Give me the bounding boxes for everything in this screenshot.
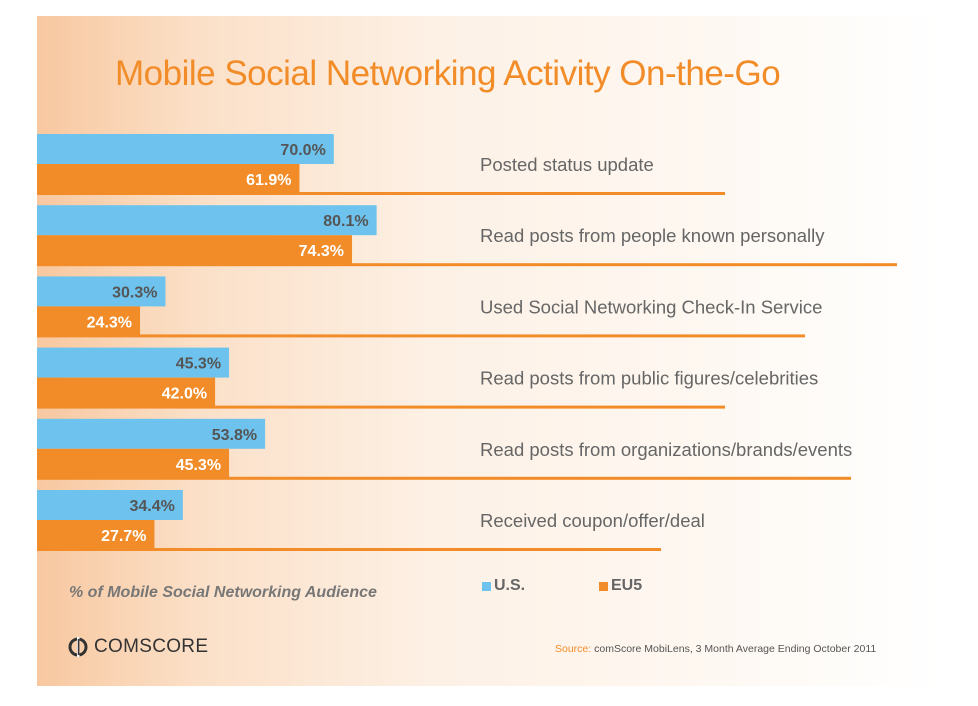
row-underline	[37, 405, 725, 409]
bar-us	[37, 418, 266, 449]
legend-swatch-us	[482, 581, 491, 591]
bar-eu5	[37, 306, 141, 337]
row-underline	[37, 334, 805, 338]
row-underline	[37, 263, 897, 267]
category-label: Read posts from public figures/celebriti…	[480, 368, 818, 389]
axis-note: % of Mobile Social Networking Audience	[69, 584, 377, 601]
data-label-us: 34.4%	[129, 498, 174, 515]
legend-item-eu5: EU5	[599, 577, 642, 595]
row-underline	[37, 548, 661, 551]
comscore-logo-icon	[68, 637, 88, 657]
comscore-logo-text: COMSCORE	[94, 636, 209, 657]
row-underline	[37, 476, 851, 480]
category-label: Read posts from organizations/brands/eve…	[480, 439, 852, 460]
bar-us	[37, 276, 166, 307]
comscore-logo: COMSCORE	[68, 636, 208, 658]
slide: Mobile Social Networking Activity On-the…	[37, 16, 941, 686]
legend-label-eu5: EU5	[611, 577, 643, 594]
source-text: comScore MobiLens, 3 Month Average Endin…	[594, 643, 877, 655]
row-underline	[37, 192, 725, 195]
source-prefix: Source:	[555, 643, 592, 655]
legend-item-us: U.S.	[482, 577, 525, 595]
data-label-eu5: 45.3%	[176, 457, 221, 474]
bar-eu5	[37, 448, 230, 479]
bar-us	[37, 205, 377, 236]
data-label-us: 45.3%	[176, 356, 221, 373]
chart-title: Mobile Social Networking Activity On-the…	[115, 54, 781, 93]
data-label-eu5: 61.9%	[246, 172, 291, 189]
source-note: Source: comScore MobiLens, 3 Month Avera…	[555, 643, 876, 655]
bar-eu5	[37, 235, 353, 266]
bar-eu5	[37, 377, 216, 408]
data-label-us: 70.0%	[280, 142, 325, 159]
data-label-eu5: 74.3%	[299, 243, 344, 260]
data-label-eu5: 42.0%	[162, 386, 207, 403]
data-label-us: 30.3%	[112, 284, 157, 301]
category-label: Read posts from people known personally	[480, 225, 825, 246]
data-label-eu5: 24.3%	[87, 314, 132, 331]
bar-us	[37, 134, 334, 164]
bar-chart: 70.0% 61.9% Posted status update 80.1% 74.3%…	[37, 134, 897, 551]
category-label: Received coupon/offer/deal	[480, 510, 705, 531]
data-label-us: 53.8%	[212, 427, 257, 444]
data-label-us: 80.1%	[323, 213, 368, 230]
legend-swatch-eu5	[599, 581, 608, 591]
category-label: Posted status update	[480, 154, 654, 175]
legend-label-us: U.S.	[494, 577, 526, 594]
category-label: Used Social Networking Check-In Service	[480, 296, 822, 317]
bar-us	[37, 347, 230, 378]
bar-eu5	[37, 520, 155, 550]
data-label-eu5: 27.7%	[101, 528, 146, 545]
bar-us	[37, 490, 183, 520]
bar-eu5	[37, 164, 300, 194]
